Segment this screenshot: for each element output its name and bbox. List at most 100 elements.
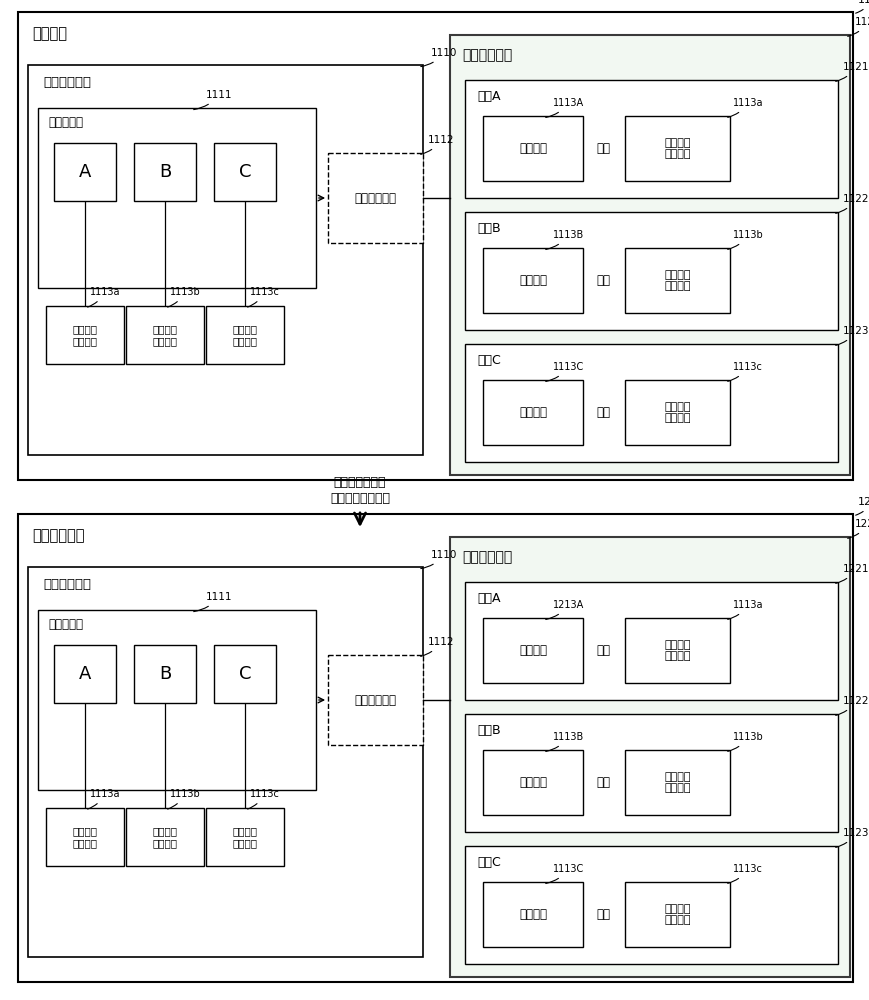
Text: 差分: 差分 — [595, 908, 609, 921]
Text: 差分: 差分 — [595, 776, 609, 789]
Text: 槽位B: 槽位B — [476, 222, 500, 234]
Bar — [38, 610, 315, 790]
Text: 1122: 1122 — [835, 696, 868, 715]
Text: 1112: 1112 — [421, 135, 454, 154]
Text: 基础压缩
语言模型: 基础压缩 语言模型 — [664, 402, 690, 423]
Bar — [46, 306, 124, 364]
Bar — [54, 645, 116, 703]
Text: 差分: 差分 — [595, 406, 609, 419]
Text: 1113c: 1113c — [726, 362, 762, 381]
Text: 基础解码网络: 基础解码网络 — [43, 77, 91, 90]
Text: 1113c: 1113c — [248, 789, 280, 809]
Bar — [214, 143, 275, 201]
Text: 基础压缩
语言模型: 基础压缩 语言模型 — [664, 640, 690, 661]
Text: 1220: 1220 — [846, 519, 869, 538]
Text: 基础压缩
语言模型: 基础压缩 语言模型 — [152, 324, 177, 346]
Text: A: A — [79, 665, 91, 683]
Text: 槽位A: 槽位A — [476, 90, 500, 103]
Bar — [46, 808, 124, 866]
Text: 基础压缩
语言模型: 基础压缩 语言模型 — [232, 826, 257, 848]
Bar — [624, 248, 729, 313]
Bar — [624, 750, 729, 815]
Bar — [482, 750, 582, 815]
Text: 1120: 1120 — [846, 17, 869, 36]
Bar — [482, 116, 582, 181]
Text: 差分语言模型: 差分语言模型 — [461, 550, 512, 564]
Bar — [624, 882, 729, 947]
Text: 1113C: 1113C — [545, 864, 584, 884]
Bar — [126, 808, 203, 866]
Text: 基础解码网络: 基础解码网络 — [43, 578, 91, 591]
Text: 1221: 1221 — [835, 564, 868, 583]
Text: 槽位A: 槽位A — [476, 591, 500, 604]
Text: 基础压缩
语言模型: 基础压缩 语言模型 — [664, 904, 690, 925]
Bar — [464, 344, 837, 462]
Text: 1113b: 1113b — [168, 287, 201, 307]
Bar — [206, 306, 283, 364]
Text: 槽位C: 槽位C — [476, 856, 501, 868]
Text: 1111: 1111 — [194, 592, 232, 612]
Text: 语言模型: 语言模型 — [519, 644, 547, 657]
Text: 基础压缩
语言模型: 基础压缩 语言模型 — [152, 826, 177, 848]
Bar — [464, 846, 837, 964]
Text: 槽位B: 槽位B — [476, 724, 500, 736]
Bar — [214, 645, 275, 703]
Text: 差分语言模型: 差分语言模型 — [461, 48, 512, 62]
Text: 语言模型: 语言模型 — [519, 908, 547, 921]
Bar — [464, 212, 837, 330]
Bar — [18, 514, 852, 982]
Text: 基础压缩
语言模型: 基础压缩 语言模型 — [72, 826, 97, 848]
Bar — [624, 116, 729, 181]
Text: B: B — [159, 665, 171, 683]
Bar — [134, 645, 196, 703]
Text: 1113a: 1113a — [726, 98, 763, 117]
Text: 差分: 差分 — [595, 274, 609, 287]
Bar — [18, 12, 852, 480]
Text: 基础压缩
语言模型: 基础压缩 语言模型 — [664, 772, 690, 793]
Text: 1100: 1100 — [855, 0, 869, 13]
Bar — [449, 537, 849, 977]
Text: 语言模型: 语言模型 — [519, 274, 547, 287]
Text: 1123: 1123 — [835, 828, 868, 847]
Text: 通用语言模型: 通用语言模型 — [354, 694, 396, 706]
Text: 1113c: 1113c — [248, 287, 280, 307]
Text: 语言模型: 语言模型 — [519, 776, 547, 789]
Bar — [38, 108, 315, 288]
Text: 1213A: 1213A — [545, 600, 584, 620]
Text: 差分: 差分 — [595, 644, 609, 657]
Text: 1113a: 1113a — [88, 789, 121, 809]
Text: 基础压缩
语言模型: 基础压缩 语言模型 — [664, 270, 690, 291]
Bar — [28, 567, 422, 957]
Text: 类语言模型: 类语言模型 — [48, 115, 83, 128]
Text: A: A — [79, 163, 91, 181]
Text: 基础压缩
语言模型: 基础压缩 语言模型 — [664, 138, 690, 159]
Bar — [482, 882, 582, 947]
Text: 槽位C: 槽位C — [476, 354, 501, 366]
Text: 1113a: 1113a — [88, 287, 121, 307]
Text: 1113a: 1113a — [726, 600, 763, 619]
Bar — [449, 35, 849, 475]
Text: 基础压缩
语言模型: 基础压缩 语言模型 — [72, 324, 97, 346]
Text: 目标解码网络: 目标解码网络 — [32, 528, 84, 544]
Text: 差分: 差分 — [595, 142, 609, 155]
Bar — [482, 380, 582, 445]
Text: 1111: 1111 — [194, 90, 232, 110]
Text: 1113B: 1113B — [545, 732, 584, 752]
Text: 解码网络: 解码网络 — [32, 26, 67, 41]
Text: 1200: 1200 — [855, 497, 869, 515]
Text: 1110: 1110 — [421, 48, 457, 67]
Text: C: C — [238, 665, 251, 683]
Text: 1110: 1110 — [421, 550, 457, 569]
Bar — [624, 618, 729, 683]
Text: 通用语言模型: 通用语言模型 — [354, 192, 396, 205]
Text: 语言模型: 语言模型 — [519, 406, 547, 419]
Bar — [482, 248, 582, 313]
Text: 基于新增词条对: 基于新增词条对 — [334, 476, 386, 488]
Text: 解码网络进行更新: 解码网络进行更新 — [329, 491, 389, 504]
Text: 1123: 1123 — [835, 326, 868, 345]
Bar — [54, 143, 116, 201]
Bar — [464, 582, 837, 700]
Text: 1113C: 1113C — [545, 362, 584, 382]
Text: 1113b: 1113b — [168, 789, 201, 809]
Bar — [464, 714, 837, 832]
